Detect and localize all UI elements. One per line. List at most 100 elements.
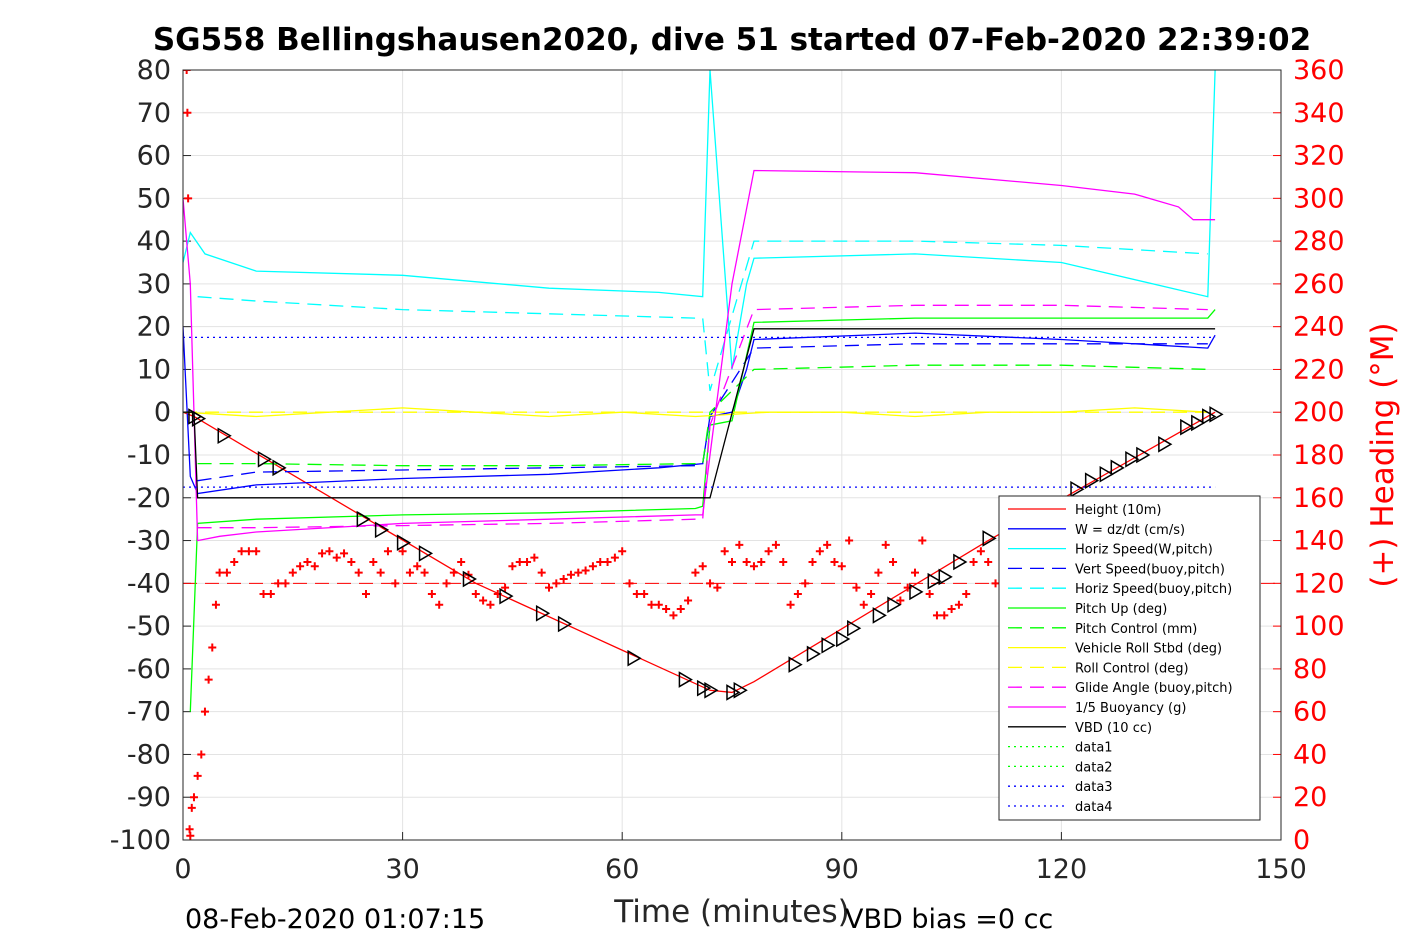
legend-label: 1/5 Buoyancy (g) <box>1075 701 1186 716</box>
heading-point <box>881 540 890 549</box>
heading-point <box>625 579 634 588</box>
legend-label: Vert Speed(buoy,pitch) <box>1075 562 1225 577</box>
heading-point <box>728 557 736 566</box>
heading-point <box>954 600 963 609</box>
heading-point <box>588 562 597 571</box>
heading-point <box>332 553 341 562</box>
right-tick-label: 40 <box>1293 739 1327 770</box>
heading-point <box>662 605 671 613</box>
marker-point <box>1180 418 1195 436</box>
heading-point <box>896 596 905 605</box>
plot-border <box>182 69 1282 841</box>
heading-point <box>471 590 480 599</box>
heading-point <box>288 568 297 577</box>
marker-point <box>847 619 862 637</box>
heading-point <box>552 579 561 588</box>
right-tick-label: 340 <box>1293 98 1345 129</box>
left-tick-label: -80 <box>127 739 171 770</box>
marker-point <box>1158 435 1173 453</box>
heading-point <box>786 600 795 609</box>
marker-point <box>1110 459 1125 477</box>
left-tick-label: -50 <box>127 611 171 642</box>
marker-point <box>704 681 719 699</box>
heading-point <box>823 540 832 549</box>
heading-point <box>947 605 956 613</box>
marker-point <box>909 583 924 601</box>
marker-point <box>982 530 997 547</box>
heading-point <box>918 536 927 545</box>
heading-point <box>735 540 744 549</box>
marker-point <box>887 596 902 614</box>
heading-point <box>183 70 191 74</box>
right-tick-label: 180 <box>1293 440 1345 471</box>
heading-point <box>837 562 846 571</box>
heading-point <box>720 547 729 556</box>
right-tick-label: 60 <box>1293 697 1327 728</box>
right-axis-label: (+) Heading (°M) <box>1365 322 1401 587</box>
right-tick-label: 80 <box>1293 654 1327 685</box>
heading-point <box>215 568 224 577</box>
heading-point <box>603 557 612 566</box>
heading-point <box>244 547 253 556</box>
legend-label: Horiz Speed(buoy,pitch) <box>1075 582 1232 597</box>
heading-point <box>815 547 824 556</box>
left-axis-ticks: -100-90-80-70-60-50-40-30-20-10010203040… <box>110 55 191 856</box>
heading-point <box>596 557 605 566</box>
legend-label: Height (10m) <box>1075 503 1161 518</box>
heading-point <box>874 568 883 577</box>
heading-point <box>189 793 198 802</box>
x-tick-label: 150 <box>1255 854 1307 885</box>
heading-point <box>698 562 707 571</box>
marker-point <box>726 684 741 701</box>
marker-point <box>1070 480 1085 498</box>
legend-box <box>998 495 1261 821</box>
heading-point <box>266 590 275 599</box>
heading-point <box>252 547 261 556</box>
legend-label: VBD (10 cc) <box>1075 721 1152 736</box>
chart-title: SG558 Bellingshausen2020, dive 51 starte… <box>153 22 1311 58</box>
heading-point <box>764 547 773 556</box>
right-tick-label: 120 <box>1293 568 1345 599</box>
heading-point <box>508 562 517 571</box>
marker-point <box>1202 408 1217 425</box>
footer-vbd-bias: VBD bias =0 cc <box>845 904 1053 935</box>
heading-point <box>684 596 693 605</box>
heading-point <box>859 600 868 609</box>
heading-point <box>757 557 766 566</box>
heading-point <box>193 771 202 780</box>
right-tick-label: 240 <box>1293 312 1345 343</box>
right-tick-label: 280 <box>1293 226 1345 257</box>
heading-point <box>640 590 649 599</box>
legend-label: Horiz Speed(W,pitch) <box>1075 543 1213 558</box>
heading-point <box>237 547 246 556</box>
left-tick-label: -10 <box>127 440 171 471</box>
heading-point <box>369 557 378 566</box>
left-tick-label: -100 <box>110 825 171 856</box>
left-tick-label: 20 <box>137 312 171 343</box>
heading-point <box>325 547 334 556</box>
heading-point <box>274 579 283 588</box>
heading-point <box>749 562 758 571</box>
legend-label: data3 <box>1075 780 1113 795</box>
marker-point <box>836 630 851 648</box>
heading-point <box>566 570 575 579</box>
heading-point <box>376 568 385 577</box>
heading-point <box>771 540 780 549</box>
heading-point <box>362 590 370 599</box>
series-line-2 <box>183 70 1216 370</box>
heading-point <box>969 557 978 566</box>
heading-point <box>962 590 971 599</box>
right-tick-label: 200 <box>1293 397 1345 428</box>
marker-point <box>462 570 477 588</box>
heading-point <box>691 568 700 577</box>
marker-point <box>1084 472 1100 489</box>
heading-point <box>706 579 715 588</box>
left-tick-label: -20 <box>127 483 171 514</box>
left-tick-label: 70 <box>137 98 171 129</box>
heading-point <box>197 750 206 759</box>
marker-point <box>272 459 287 477</box>
marker-point <box>217 427 232 445</box>
heading-point <box>347 557 356 566</box>
marker-point <box>788 656 803 673</box>
marker-point <box>696 679 712 697</box>
